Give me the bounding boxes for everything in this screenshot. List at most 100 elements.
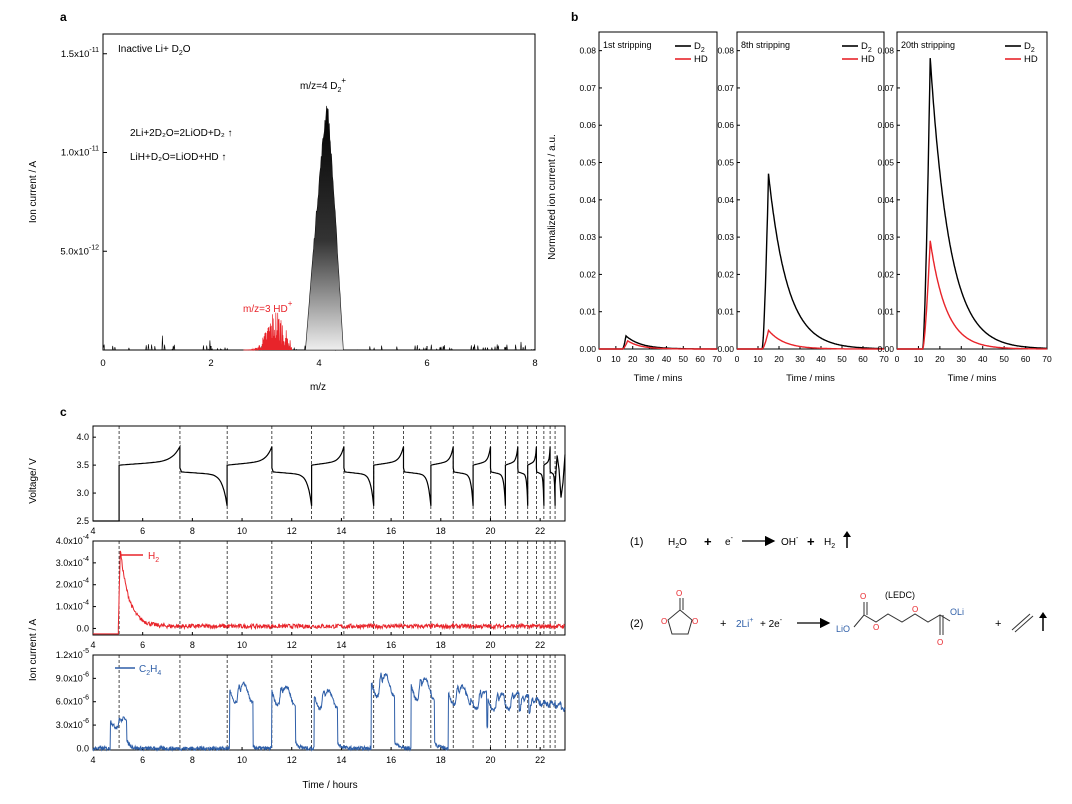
- panel-b-ytick-label: 0.06: [717, 120, 734, 130]
- panel-c-xtick-label: 20: [485, 640, 495, 650]
- panel-c-frame: [92, 654, 566, 751]
- panel-b-xtick-label: 0: [735, 354, 740, 364]
- panel-b-xtick-label: 40: [978, 354, 988, 364]
- panel-c-xtick-label: 8: [190, 526, 195, 536]
- legend-d2-label: D2: [694, 41, 705, 54]
- panel-a-equation-2: LiH+D₂O=LiOD+HD ↑: [130, 152, 226, 163]
- panel-c-voltage-ytick-label: 3.0: [76, 488, 89, 498]
- panel-c-xtick-label: 16: [386, 640, 396, 650]
- panel-b-xtick-label: 20: [935, 354, 945, 364]
- panel-c-xtick-label: 6: [140, 755, 145, 765]
- panel-b-ytick-label: 0.00: [717, 344, 734, 354]
- panel-b-subplot-title: 8th stripping: [741, 40, 790, 50]
- ethylene-carbonate-structure: O O O: [661, 589, 698, 635]
- panel-c-c2h4-legend-label: C2H4: [139, 664, 161, 677]
- ledc-label: (LEDC): [885, 590, 915, 600]
- panel-c-xtick-label: 14: [336, 526, 346, 536]
- legend-d2-label: D2: [861, 41, 872, 54]
- ledc-oxygen-2: O: [873, 623, 879, 632]
- panel-b-ytick-label: 0.05: [877, 158, 894, 168]
- panel-b-ytick-label: 0.03: [579, 232, 596, 242]
- panel-c-c2h4-ytick-label: 1.2x10-5: [56, 648, 89, 660]
- panel-b-ylabel: Normalized ion current / a.u.: [547, 134, 558, 260]
- panel-c-xtick-label: 20: [485, 526, 495, 536]
- panel-c-xtick-label: 22: [535, 640, 545, 650]
- panel-c-c2h4-ytick-label: 0.0: [76, 743, 89, 753]
- panel-b-ytick-label: 0.04: [579, 195, 596, 205]
- panel-a-hd-label: m/z=3 HD+: [243, 299, 293, 315]
- reaction-1-plus-2: +: [807, 534, 815, 549]
- ledc-oxygen-1: O: [860, 592, 866, 601]
- reaction-2-electrons: + 2e-: [760, 617, 783, 630]
- panel-c-xtick-label: 10: [237, 526, 247, 536]
- panel-c-voltage-ytick-label: 3.5: [76, 460, 89, 470]
- panel-c-xtick-label: 12: [287, 526, 297, 536]
- panel-b-series-d2: [737, 173, 884, 350]
- panel-b-xtick-label: 0: [597, 354, 602, 364]
- panel-b-xtick-label: 0: [895, 354, 900, 364]
- panel-b-xtick-label: 60: [858, 354, 868, 364]
- panel-c-xtick-label: 8: [190, 755, 195, 765]
- panel-c-xtick-label: 4: [90, 640, 95, 650]
- reaction-1-electron: e-: [725, 535, 734, 548]
- panel-c-xtick-label: 16: [386, 526, 396, 536]
- panel-c-h2-ytick-label: 4.0x10-4: [56, 534, 89, 546]
- reaction-schemes: (1) H2O + e- OH- + H2 (2) O O O + 2Li+ +…: [630, 531, 1047, 647]
- panel-c-xtick-label: 14: [336, 640, 346, 650]
- panel-c-xtick-label: 10: [237, 640, 247, 650]
- panel-b-xtick-label: 70: [1042, 354, 1052, 364]
- panel-b-ytick-label: 0.07: [877, 83, 894, 93]
- panel-c-xtick-label: 20: [485, 755, 495, 765]
- ledc-lio: LiO: [836, 624, 850, 634]
- panel-c-voltage-ytick-label: 4.0: [76, 432, 89, 442]
- panel-c-h2-ytick-label: 0.0: [76, 623, 89, 633]
- reaction-1-gas-arrowhead: [843, 531, 851, 537]
- panel-a-d2-peak: [305, 105, 344, 351]
- panel-c-xtick-label: 22: [535, 755, 545, 765]
- reaction-2-gas-arrowhead: [1039, 612, 1047, 618]
- panel-c-frame: [92, 425, 566, 522]
- ec-ring-oxygen-right: O: [692, 617, 698, 626]
- panel-b-xtick-label: 20: [774, 354, 784, 364]
- panel-a-d2-label: m/z=4 D2+: [300, 76, 346, 94]
- panel-b-xtick-label: 30: [795, 354, 805, 364]
- panel-b-xtick-label: 60: [695, 354, 705, 364]
- panel-b-ytick-label: 0.00: [579, 344, 596, 354]
- panel-b-xtick-label: 40: [662, 354, 672, 364]
- panel-c-c2h4-line: [92, 672, 566, 752]
- panel-b-xtick-label: 50: [837, 354, 847, 364]
- reaction-1-number: (1): [630, 536, 643, 548]
- panel-a-xlabel: m/z: [310, 382, 326, 393]
- panel-b-ytick-label: 0.08: [579, 46, 596, 56]
- panel-b-ytick-label: 0.06: [579, 120, 596, 130]
- panel-b-xtick-label: 30: [645, 354, 655, 364]
- panel-b-xlabel: Time / mins: [786, 373, 835, 384]
- panel-b-frame: [896, 31, 1048, 350]
- panel-c-xtick-label: 18: [436, 640, 446, 650]
- panel-b-ytick-label: 0.05: [717, 158, 734, 168]
- panel-b-ytick-label: 0.06: [877, 120, 894, 130]
- panel-b-ytick-label: 0.02: [877, 269, 894, 279]
- panel-b-series-hd: [897, 240, 1047, 350]
- panel-c-h2-legend-label: H2: [148, 551, 159, 564]
- panel-b-letter: b: [571, 10, 578, 24]
- panel-a-xtick-label: 2: [208, 358, 213, 369]
- ec-ring-oxygen-left: O: [661, 617, 667, 626]
- panel-b-xtick-label: 70: [879, 354, 889, 364]
- panel-b-series-hd: [737, 328, 884, 350]
- panel-b-ytick-label: 0.01: [877, 307, 894, 317]
- panel-b-subplot-title: 20th stripping: [901, 40, 955, 50]
- panel-a-equation-1: 2Li+2D₂O=2LiOD+D₂ ↑: [130, 128, 233, 139]
- panel-b-ytick-label: 0.03: [877, 232, 894, 242]
- reaction-1-water: H2O: [668, 537, 687, 550]
- panel-c: Time / hours Voltage/ V Ion current / A …: [28, 425, 566, 791]
- ethylene-structure: [1011, 613, 1034, 633]
- panel-c-xtick-label: 18: [436, 526, 446, 536]
- panel-b-frame: [736, 31, 885, 350]
- panel-a-letter: a: [60, 10, 67, 24]
- panel-b-ytick-label: 0.07: [717, 83, 734, 93]
- panel-b-xlabel: Time / mins: [948, 373, 997, 384]
- panel-c-xtick-label: 22: [535, 526, 545, 536]
- panel-a-ytick-label: 1.0x10-11: [61, 146, 99, 159]
